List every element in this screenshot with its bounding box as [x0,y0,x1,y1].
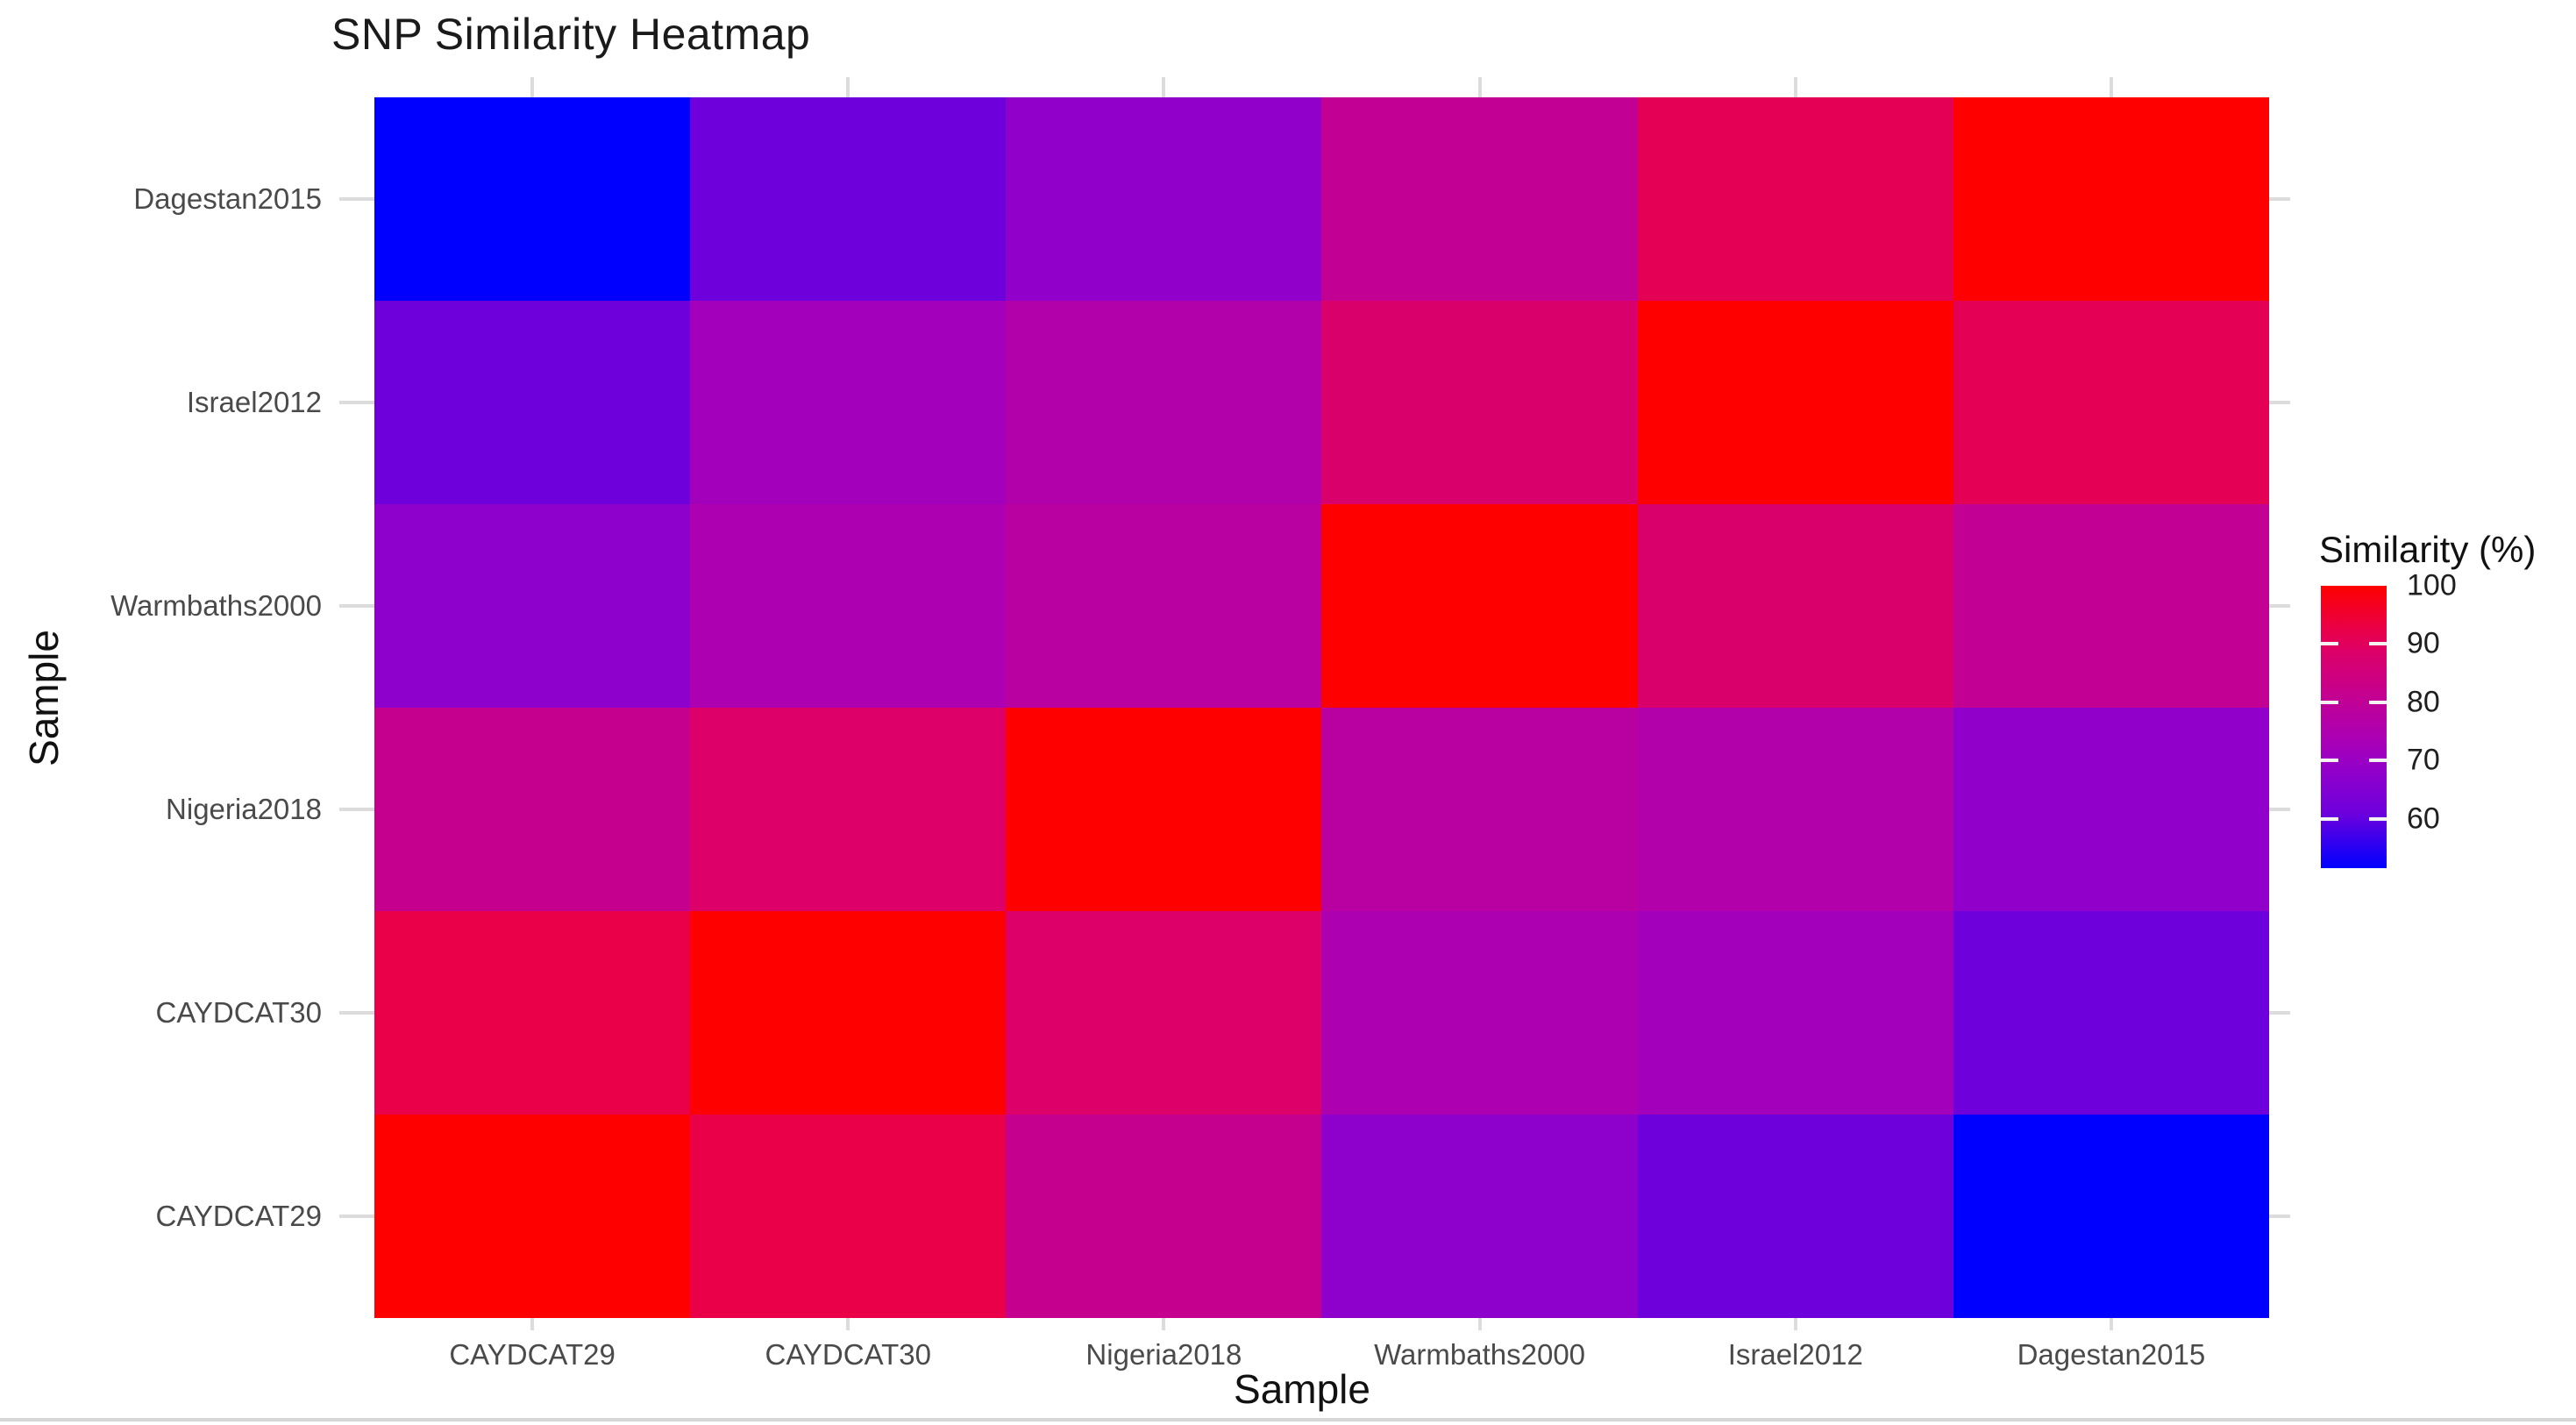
heatmap-cell-CAYDCAT29-Warmbaths2000 [1321,1115,1638,1318]
heatmap-cell-CAYDCAT29-Dagestan2015 [1953,1115,2269,1318]
legend-tick-mark [2321,642,2338,646]
legend-label-90: 90 [2407,626,2440,660]
y-tick-label-Nigeria2018: Nigeria2018 [166,793,322,825]
legend-tick-mark [2321,759,2338,763]
legend-tick-mark [2369,642,2387,646]
heatmap-cell-Dagestan2015-Warmbaths2000 [1321,97,1638,301]
heatmap-cell-CAYDCAT29-CAYDCAT30 [690,1115,1007,1318]
plot-panel [339,77,2290,1330]
heatmap-cell-Nigeria2018-CAYDCAT29 [374,708,691,911]
x-tick-label-Dagestan2015: Dagestan2015 [2017,1338,2206,1371]
x-tick-label-CAYDCAT29: CAYDCAT29 [449,1338,616,1371]
heatmap-cell-CAYDCAT30-CAYDCAT30 [690,911,1007,1115]
legend-tick-mark [2321,700,2338,704]
heatmap-cell-Israel2012-Warmbaths2000 [1321,301,1638,504]
x-tick-label-Israel2012: Israel2012 [1727,1338,1863,1371]
heatmap-cell-Dagestan2015-CAYDCAT30 [690,97,1007,301]
chart-title: SNP Similarity Heatmap [331,10,811,59]
y-tick-label-Israel2012: Israel2012 [186,386,322,418]
heatmap-cell-Warmbaths2000-Dagestan2015 [1953,504,2269,708]
heatmap-cell-Israel2012-CAYDCAT30 [690,301,1007,504]
legend-tick-mark [2369,759,2387,763]
heatmap-cell-Israel2012-CAYDCAT29 [374,301,691,504]
heatmap-cell-Nigeria2018-Nigeria2018 [1006,708,1322,911]
heatmap-cell-Dagestan2015-Dagestan2015 [1953,97,2269,301]
heatmap-cell-Warmbaths2000-Israel2012 [1637,504,1953,708]
y-tick-label-CAYDCAT29: CAYDCAT29 [155,1200,323,1232]
heatmap-cell-CAYDCAT30-Warmbaths2000 [1321,911,1638,1115]
heatmap-cell-Nigeria2018-Israel2012 [1637,708,1953,911]
legend-label-100: 100 [2407,568,2457,602]
heatmap-cell-Dagestan2015-CAYDCAT29 [374,97,691,301]
x-tick-label-Nigeria2018: Nigeria2018 [1085,1338,1242,1371]
heatmap-cell-Warmbaths2000-CAYDCAT30 [690,504,1007,708]
y-axis-title: Sample [21,630,67,766]
heatmap-cell-CAYDCAT29-Israel2012 [1637,1115,1953,1318]
y-tick-label-Dagestan2015: Dagestan2015 [133,182,322,215]
heatmap-cell-Nigeria2018-CAYDCAT30 [690,708,1007,911]
legend-label-70: 70 [2407,743,2440,777]
x-axis-title: Sample [1234,1366,1370,1412]
heatmap-cell-Warmbaths2000-CAYDCAT29 [374,504,691,708]
heatmap-cell-Nigeria2018-Warmbaths2000 [1321,708,1638,911]
heatmap-cell-Warmbaths2000-Nigeria2018 [1006,504,1322,708]
heatmap-cell-CAYDCAT30-Nigeria2018 [1006,911,1322,1115]
y-tick-label-Warmbaths2000: Warmbaths2000 [110,589,322,622]
legend-title: Similarity (%) [2319,529,2537,570]
heatmap-cell-Dagestan2015-Nigeria2018 [1006,97,1322,301]
heatmap-cell-CAYDCAT29-Nigeria2018 [1006,1115,1322,1318]
heatmap-cell-Israel2012-Nigeria2018 [1006,301,1322,504]
legend-label-60: 60 [2407,802,2440,836]
heatmap-cell-CAYDCAT29-CAYDCAT29 [374,1115,691,1318]
heatmap-cell-CAYDCAT30-Israel2012 [1637,911,1953,1115]
heatmap-cell-Warmbaths2000-Warmbaths2000 [1321,504,1638,708]
heatmap-cell-CAYDCAT30-CAYDCAT29 [374,911,691,1115]
y-tick-label-CAYDCAT30: CAYDCAT30 [155,996,323,1029]
heatmap-cell-Israel2012-Dagestan2015 [1953,301,2269,504]
legend-label-80: 80 [2407,685,2440,719]
legend-colorbar [2321,586,2387,868]
heatmap-grid [374,97,2269,1318]
legend-tick-mark [2321,816,2338,821]
legend-tick-mark [2369,700,2387,704]
heatmap-cell-CAYDCAT30-Dagestan2015 [1953,911,2269,1115]
x-tick-label-Warmbaths2000: Warmbaths2000 [1374,1338,1586,1371]
heatmap-cell-Nigeria2018-Dagestan2015 [1953,708,2269,911]
heatmap-cell-Israel2012-Israel2012 [1637,301,1953,504]
x-tick-label-CAYDCAT30: CAYDCAT30 [765,1338,932,1371]
legend-tick-mark [2369,816,2387,821]
heatmap-cell-Dagestan2015-Israel2012 [1637,97,1953,301]
bottom-divider [0,1418,2576,1421]
